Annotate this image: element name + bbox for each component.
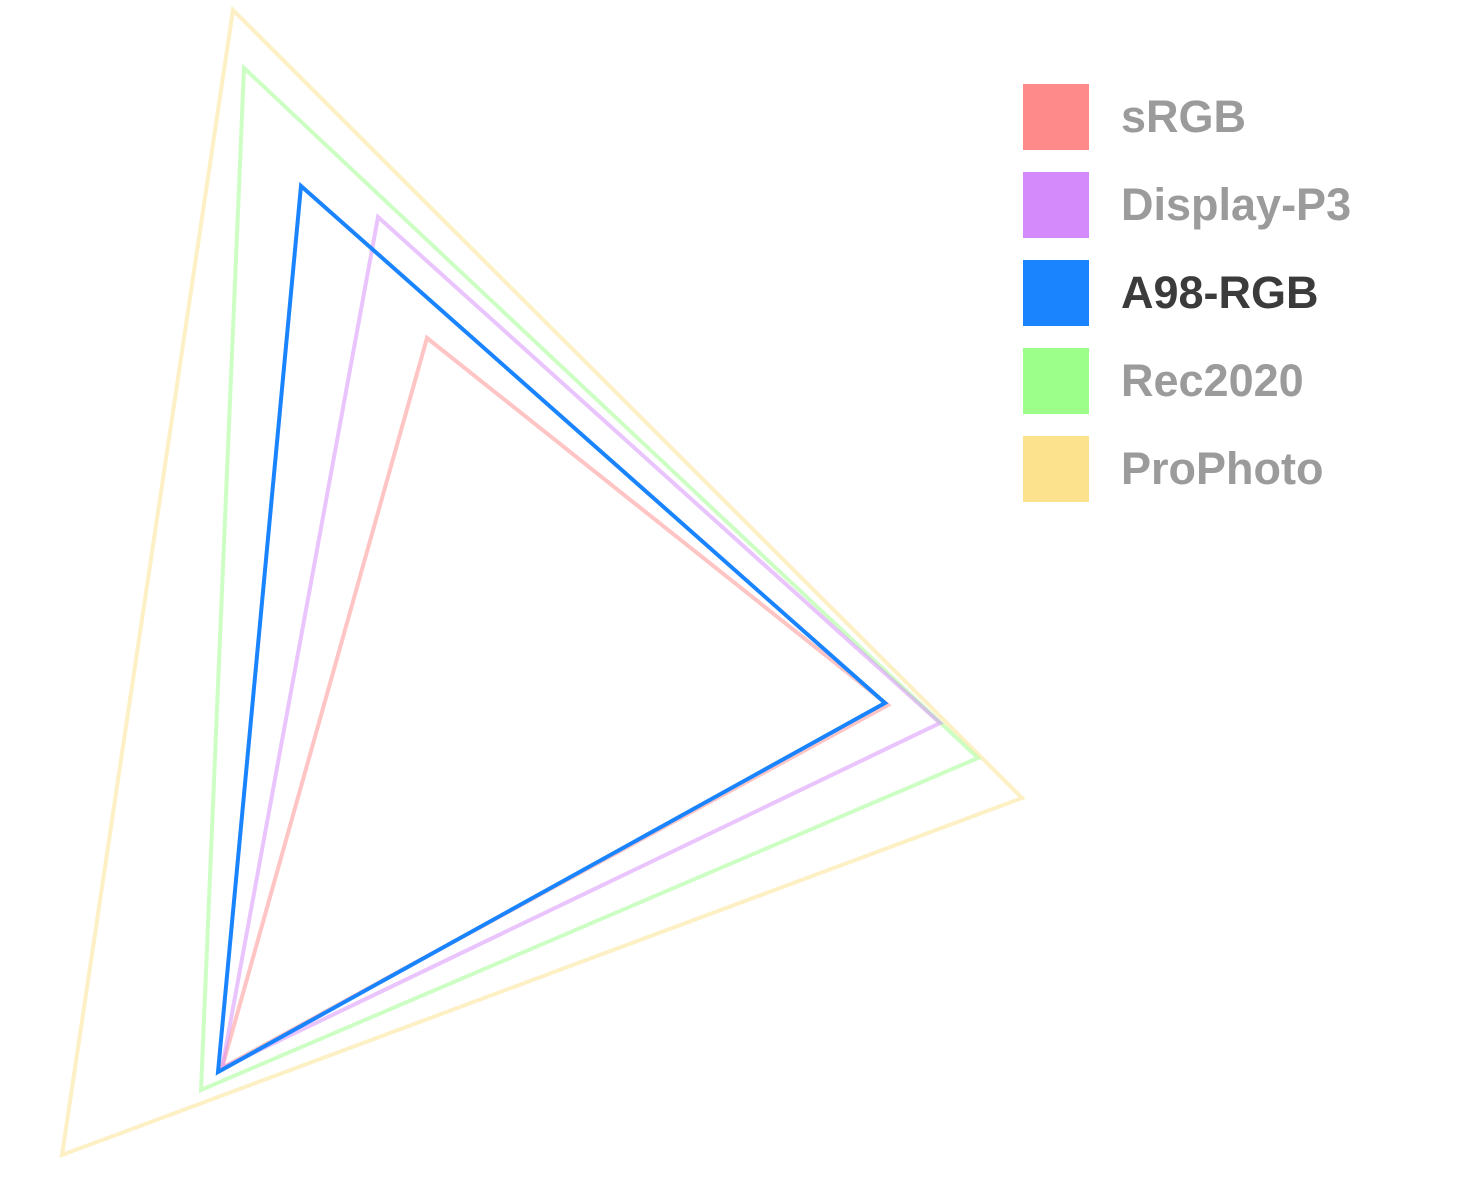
- legend-label: Display-P3: [1121, 179, 1352, 230]
- legend-label: Rec2020: [1121, 355, 1304, 406]
- legend-label: sRGB: [1121, 91, 1247, 142]
- legend-item-prophoto[interactable]: ProPhoto: [1023, 436, 1351, 502]
- a98-rgb-swatch: [1023, 260, 1089, 326]
- legend-label: A98-RGB: [1121, 267, 1319, 318]
- display-p3-gamut-triangle: [219, 213, 944, 1072]
- legend: sRGB Display-P3 A98-RGB Rec2020 ProPhoto: [1023, 84, 1351, 524]
- legend-item-display-p3[interactable]: Display-P3: [1023, 172, 1351, 238]
- legend-item-a98-rgb[interactable]: A98-RGB: [1023, 260, 1351, 326]
- prophoto-gamut-triangle: [59, 5, 1026, 1159]
- srgb-swatch: [1023, 84, 1089, 150]
- display-p3-swatch: [1023, 172, 1089, 238]
- rec2020-gamut-triangle: [198, 63, 982, 1094]
- legend-label: ProPhoto: [1121, 443, 1324, 494]
- srgb-gamut-triangle: [218, 334, 892, 1073]
- legend-item-srgb[interactable]: sRGB: [1023, 84, 1351, 150]
- legend-item-rec2020[interactable]: Rec2020: [1023, 348, 1351, 414]
- prophoto-swatch: [1023, 436, 1089, 502]
- rec2020-swatch: [1023, 348, 1089, 414]
- a98-rgb-gamut-triangle: [215, 181, 889, 1076]
